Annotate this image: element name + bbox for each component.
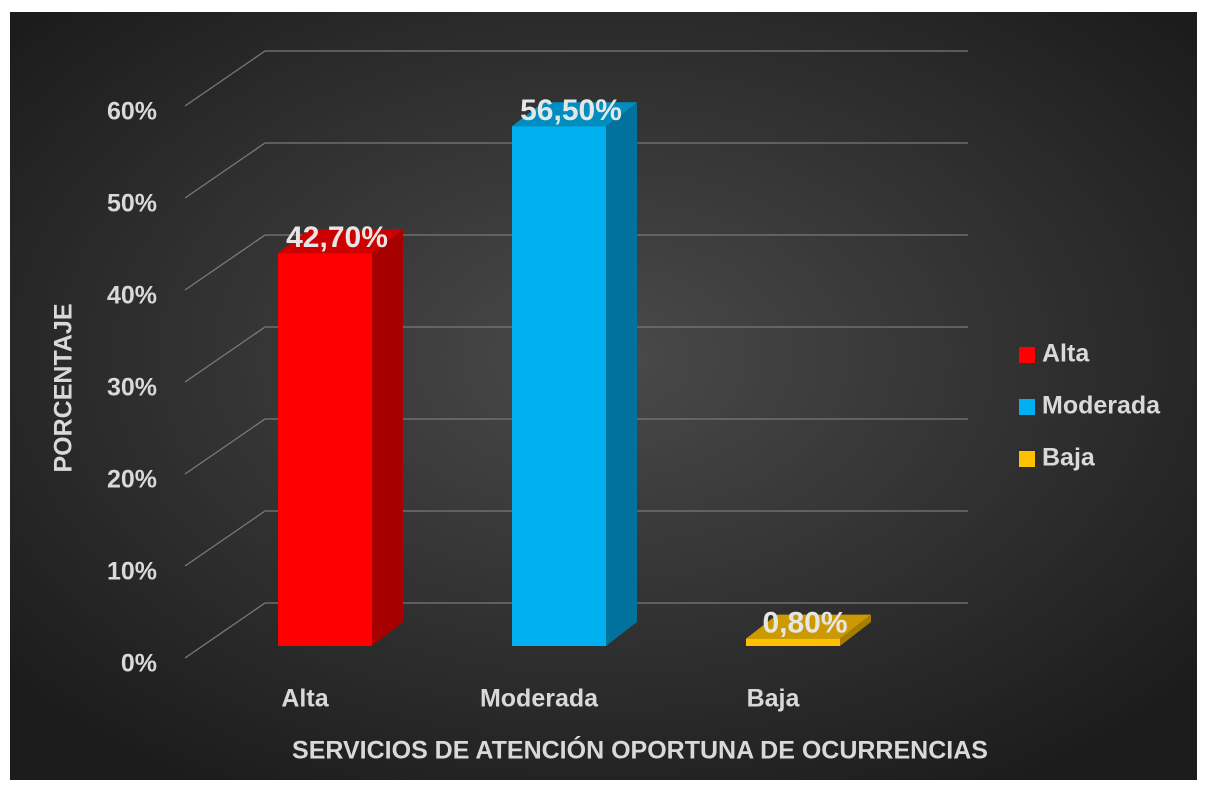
x-tick-label: Baja [747,685,801,713]
y-axis-title: PORCENTAJE [50,303,78,472]
y-tick-label: 60% [107,98,157,126]
legend-swatch [1019,451,1035,467]
grid-line [184,418,968,475]
grid-line [184,510,968,567]
bar-side [840,614,871,646]
data-label: 0,80% [762,607,847,640]
grid-line [184,234,968,291]
grid-line [184,602,968,659]
y-tick-label: 30% [107,374,157,402]
legend-swatch [1019,399,1035,415]
bar-top [512,102,637,127]
legend-label: Alta [1042,340,1090,368]
bar-top [746,614,871,639]
bar-side [606,102,637,646]
data-label: 42,70% [286,221,388,254]
grid-line [184,326,968,383]
x-tick-label: Moderada [480,685,599,713]
y-tick-label: 20% [107,466,157,494]
legend-label: Moderada [1042,392,1161,420]
x-axis-title: SERVICIOS DE ATENCIÓN OPORTUNA DE OCURRE… [292,735,988,765]
y-tick-label: 50% [107,190,157,218]
x-tick-label: Alta [281,685,329,713]
bar-side [372,229,403,646]
data-label: 56,50% [520,94,622,127]
grid-line [184,142,968,199]
grid-line [184,50,968,107]
bar [512,126,606,646]
y-tick-label: 0% [121,650,157,678]
legend-swatch [1019,347,1035,363]
bar [746,638,840,646]
y-tick-label: 10% [107,558,157,586]
bar-top [278,229,403,254]
legend-label: Baja [1042,444,1096,472]
bar [278,253,372,646]
y-tick-label: 40% [107,282,157,310]
